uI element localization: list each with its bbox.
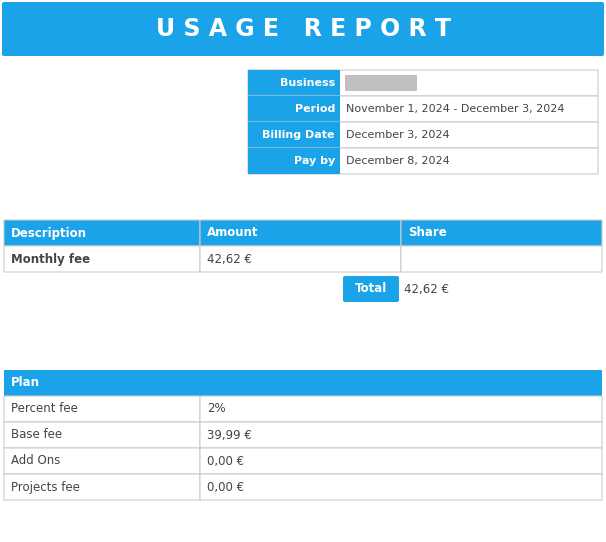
Text: 0,00 €: 0,00 € (207, 481, 244, 494)
Text: Pay by: Pay by (294, 156, 335, 166)
Text: Amount: Amount (207, 227, 259, 240)
Text: Plan: Plan (11, 377, 40, 390)
FancyBboxPatch shape (248, 122, 340, 148)
Text: Billing Date: Billing Date (262, 130, 335, 140)
FancyBboxPatch shape (248, 148, 598, 174)
FancyBboxPatch shape (248, 122, 598, 148)
Text: Monthly fee: Monthly fee (11, 253, 90, 266)
FancyBboxPatch shape (4, 396, 200, 422)
FancyBboxPatch shape (345, 75, 417, 91)
FancyBboxPatch shape (200, 246, 401, 272)
FancyBboxPatch shape (200, 220, 401, 246)
FancyBboxPatch shape (4, 448, 200, 474)
Text: Total: Total (355, 282, 387, 295)
FancyBboxPatch shape (248, 70, 340, 96)
Text: Projects fee: Projects fee (11, 481, 80, 494)
FancyBboxPatch shape (4, 220, 200, 246)
FancyBboxPatch shape (200, 422, 602, 448)
Text: Share: Share (408, 227, 447, 240)
Text: Add Ons: Add Ons (11, 455, 61, 468)
FancyBboxPatch shape (343, 276, 399, 302)
Text: Period: Period (295, 104, 335, 114)
Text: 2%: 2% (207, 403, 225, 416)
FancyBboxPatch shape (248, 148, 340, 174)
FancyBboxPatch shape (200, 448, 602, 474)
Text: Base fee: Base fee (11, 429, 62, 442)
Text: 42,62 €: 42,62 € (207, 253, 252, 266)
Text: Percent fee: Percent fee (11, 403, 78, 416)
Text: Business: Business (280, 78, 335, 88)
Text: December 3, 2024: December 3, 2024 (346, 130, 450, 140)
Text: Description: Description (11, 227, 87, 240)
Text: 42,62 €: 42,62 € (404, 282, 449, 295)
FancyBboxPatch shape (401, 246, 602, 272)
Text: November 1, 2024 - December 3, 2024: November 1, 2024 - December 3, 2024 (346, 104, 565, 114)
FancyBboxPatch shape (200, 474, 602, 500)
Text: U S A G E   R E P O R T: U S A G E R E P O R T (156, 17, 450, 41)
FancyBboxPatch shape (4, 246, 200, 272)
FancyBboxPatch shape (401, 220, 602, 246)
Text: December 8, 2024: December 8, 2024 (346, 156, 450, 166)
FancyBboxPatch shape (248, 96, 340, 122)
FancyBboxPatch shape (200, 396, 602, 422)
FancyBboxPatch shape (248, 96, 598, 122)
FancyBboxPatch shape (248, 70, 598, 96)
FancyBboxPatch shape (2, 2, 604, 56)
FancyBboxPatch shape (4, 370, 602, 396)
Text: 39,99 €: 39,99 € (207, 429, 252, 442)
FancyBboxPatch shape (4, 422, 200, 448)
FancyBboxPatch shape (4, 474, 200, 500)
Text: 0,00 €: 0,00 € (207, 455, 244, 468)
